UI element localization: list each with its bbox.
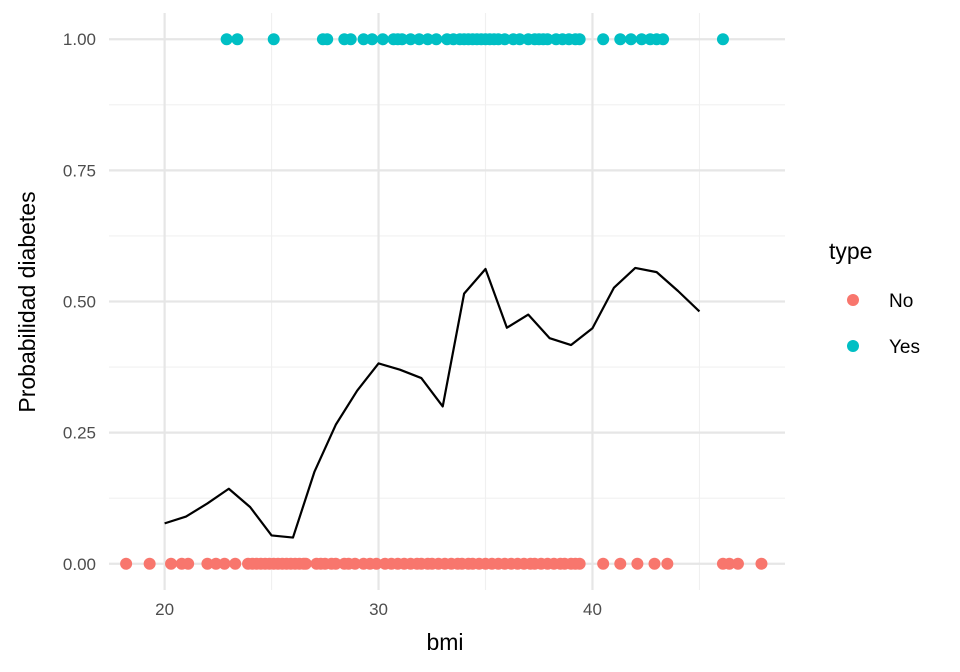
point-yes-36 [541, 33, 554, 46]
y-tick-label-4: 1.00 [63, 30, 96, 49]
y-tick-labels: 0.00 0.25 0.50 0.75 1.00 [63, 30, 96, 574]
point-no-68 [573, 557, 586, 570]
point-yes-1 [231, 33, 244, 46]
grid-major [109, 13, 785, 590]
point-yes-41 [573, 33, 586, 46]
point-no-70 [614, 557, 627, 570]
point-yes-13 [404, 33, 417, 46]
point-no-69 [597, 557, 610, 570]
point-yes-48 [657, 33, 670, 46]
legend: type No Yes [829, 238, 920, 358]
probability-line-0 [164, 266, 701, 539]
grid-minor [109, 13, 785, 590]
legend-label-yes: Yes [889, 337, 920, 358]
point-no-75 [723, 557, 736, 570]
point-no-1 [143, 557, 156, 570]
point-yes-6 [344, 33, 357, 46]
point-yes-4 [321, 33, 334, 46]
legend-key-yes [847, 340, 859, 352]
point-no-28 [329, 557, 342, 570]
x-tick-label-2: 40 [583, 600, 602, 619]
point-yes-2 [267, 33, 280, 46]
point-yes-8 [366, 33, 379, 46]
y-tick-label-2: 0.50 [63, 293, 96, 312]
point-no-2 [165, 557, 178, 570]
point-no-31 [349, 557, 362, 570]
x-tick-label-0: 20 [155, 600, 174, 619]
point-yes-9 [376, 33, 389, 46]
point-yes-0 [220, 33, 233, 46]
line-layer [164, 266, 701, 539]
point-no-71 [631, 557, 644, 570]
point-no-4 [182, 557, 195, 570]
point-no-77 [755, 557, 768, 570]
point-no-73 [661, 557, 674, 570]
legend-label-no: No [889, 291, 913, 312]
data-points [120, 33, 768, 570]
y-tick-label-1: 0.25 [63, 424, 96, 443]
point-no-7 [218, 557, 231, 570]
point-no-6 [209, 557, 222, 570]
point-no-0 [120, 557, 133, 570]
point-yes-42 [597, 33, 610, 46]
point-no-76 [731, 557, 744, 570]
legend-key-no [847, 294, 859, 306]
point-yes-15 [421, 33, 434, 46]
point-yes-14 [413, 33, 426, 46]
y-axis-title: Probabilidad diabetes [14, 191, 40, 412]
x-tick-labels: 20 30 40 [155, 600, 602, 619]
point-no-8 [229, 557, 242, 570]
legend-title: type [829, 238, 872, 264]
x-axis-title: bmi [426, 629, 463, 655]
point-no-23 [299, 557, 312, 570]
point-yes-7 [357, 33, 370, 46]
point-no-34 [370, 557, 383, 570]
x-tick-label-1: 30 [369, 600, 388, 619]
point-yes-49 [716, 33, 729, 46]
point-yes-44 [624, 33, 637, 46]
y-tick-label-3: 0.75 [63, 161, 96, 180]
point-yes-12 [396, 33, 409, 46]
point-yes-29 [498, 33, 511, 46]
point-no-5 [201, 557, 214, 570]
y-tick-label-0: 0.00 [63, 555, 96, 574]
point-no-72 [648, 557, 661, 570]
point-yes-43 [614, 33, 627, 46]
point-yes-31 [513, 33, 526, 46]
point-yes-45 [635, 33, 648, 46]
point-yes-16 [430, 33, 443, 46]
